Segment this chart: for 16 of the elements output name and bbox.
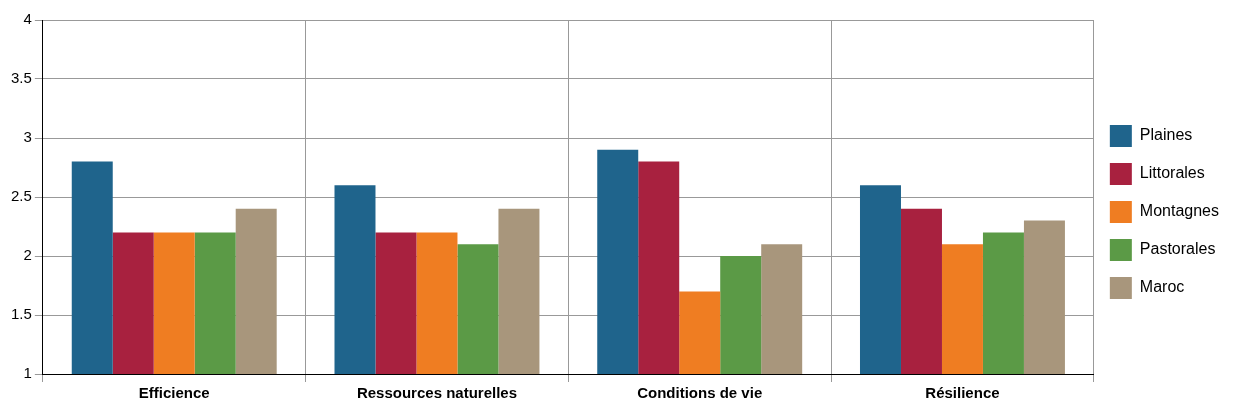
y-tick-label: 2.5 <box>10 187 32 205</box>
x-tick-label: Résilience <box>925 384 1000 402</box>
legend-label: Plaines <box>1139 126 1193 144</box>
legend-label: Montagnes <box>1139 202 1220 220</box>
legend-label: Littorales <box>1139 164 1205 182</box>
y-tick-label: 1 <box>23 364 32 382</box>
y-tick-label: 3 <box>23 128 32 146</box>
y-tick-label: 4 <box>23 10 32 28</box>
y-tick-label: 3.5 <box>10 69 32 87</box>
x-tick-label: Efficience <box>138 384 210 402</box>
y-tick-label: 2 <box>23 246 32 264</box>
x-tick-label: Conditions de vie <box>637 384 763 402</box>
legend-label: Maroc <box>1139 278 1185 296</box>
y-tick-label: 1.5 <box>10 305 32 323</box>
legend-label: Pastorales <box>1139 240 1216 258</box>
x-tick-label: Ressources naturelles <box>356 384 518 402</box>
